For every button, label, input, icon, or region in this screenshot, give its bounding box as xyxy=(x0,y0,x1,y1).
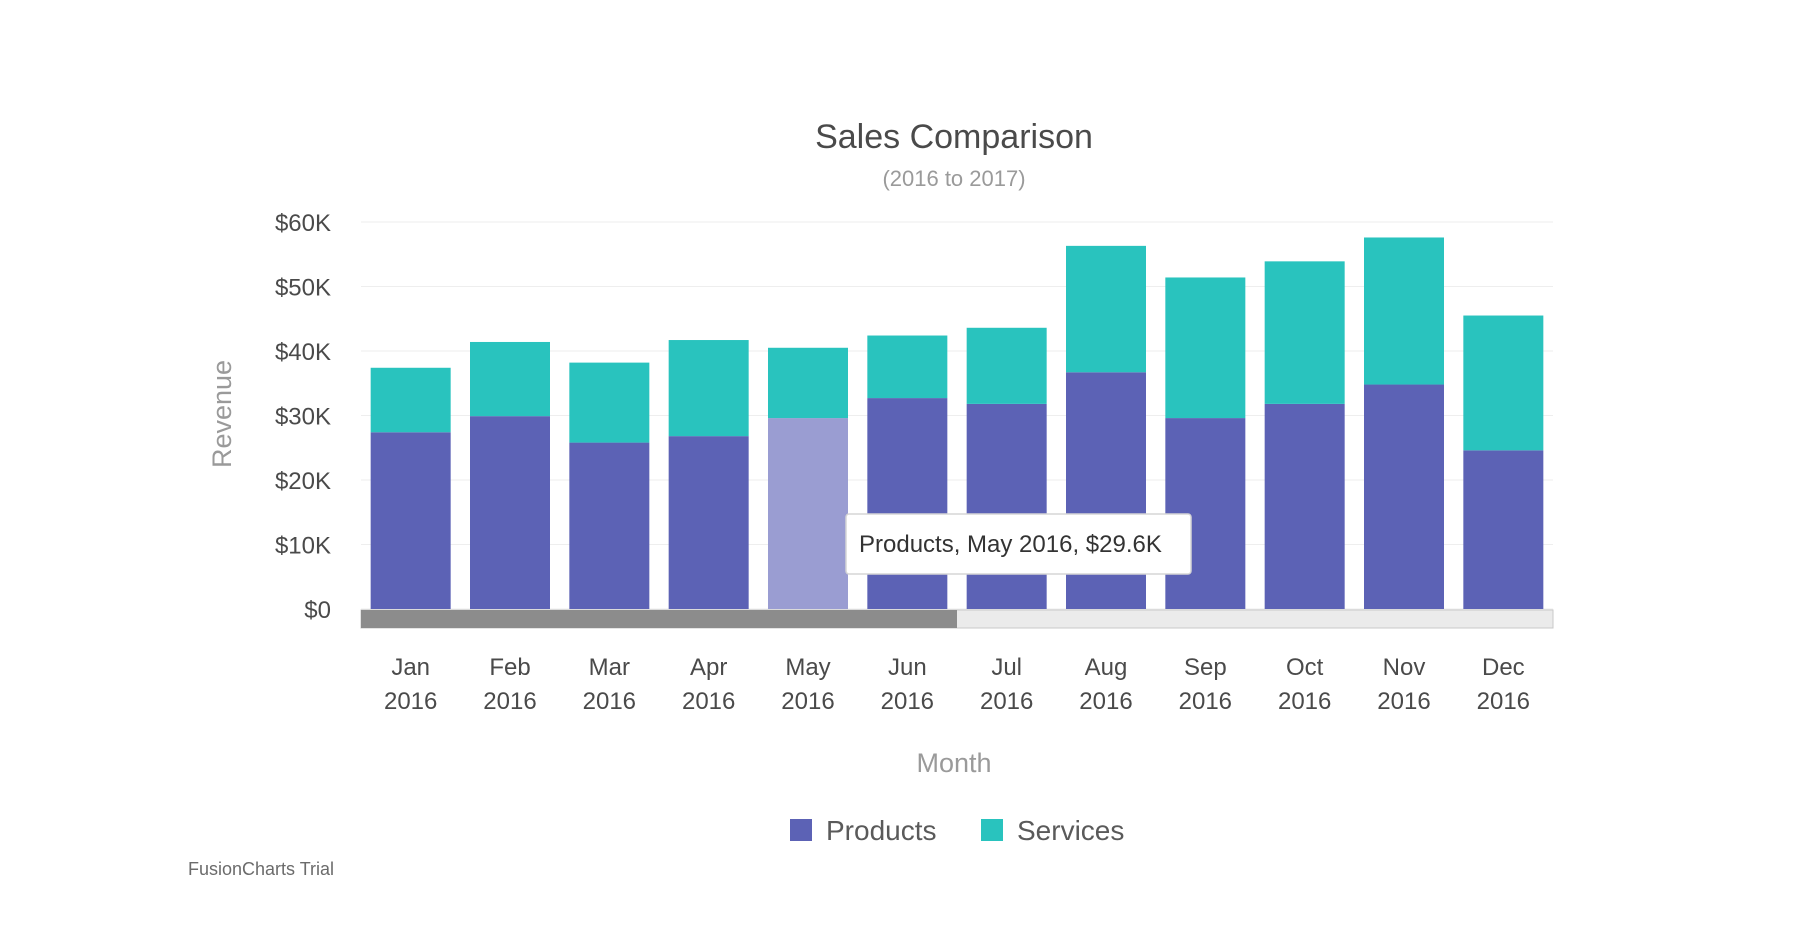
x-tick-label-month: Jan xyxy=(391,654,430,681)
x-tick-label-month: Oct xyxy=(1286,654,1324,681)
tooltip-text: Products, May 2016, $29.6K xyxy=(859,531,1162,558)
x-tick-label-year: 2016 xyxy=(781,688,834,715)
bar-services-sep[interactable] xyxy=(1165,277,1246,419)
y-tick-label: $30K xyxy=(275,404,331,431)
x-tick-label-month: Dec xyxy=(1482,654,1525,681)
bar-services-apr[interactable] xyxy=(668,340,749,437)
x-tick-label-year: 2016 xyxy=(881,688,934,715)
bar-products-apr[interactable] xyxy=(668,436,749,609)
bar-products-jan[interactable] xyxy=(370,432,451,609)
chart-title: Sales Comparison xyxy=(815,118,1093,156)
bar-services-jan[interactable] xyxy=(370,367,451,433)
bar-products-nov[interactable] xyxy=(1364,384,1444,609)
bar-services-jul[interactable] xyxy=(966,327,1047,404)
bar-products-jul[interactable] xyxy=(966,403,1047,609)
bar-services-jun[interactable] xyxy=(867,335,948,399)
legend-swatch-products xyxy=(790,819,812,841)
y-tick-label: $0 xyxy=(304,597,331,624)
legend-item-products[interactable]: Products xyxy=(790,815,937,846)
x-tick-label-year: 2016 xyxy=(1278,688,1331,715)
x-axis-ticks: Jan 2016 Feb 2016 Mar 2016 Apr 2016 May 2016 Jun 20… xyxy=(384,654,1530,715)
gridlines xyxy=(361,221,1553,610)
y-axis-title: Revenue xyxy=(207,360,237,468)
legend: Products Services xyxy=(790,815,1124,846)
bar-services-aug[interactable] xyxy=(1066,245,1146,373)
scrollbar-thumb[interactable] xyxy=(361,610,957,628)
x-tick-label-year: 2016 xyxy=(980,688,1033,715)
x-tick-label-month: Jun xyxy=(888,654,927,681)
legend-label-services: Services xyxy=(1017,815,1124,846)
bar-services-oct[interactable] xyxy=(1264,261,1345,404)
bar-services-feb[interactable] xyxy=(470,341,550,417)
tooltip: Products, May 2016, $29.6K xyxy=(845,513,1192,575)
y-tick-label: $40K xyxy=(275,339,331,366)
bar-services-nov[interactable] xyxy=(1364,237,1444,385)
x-tick-label-year: 2016 xyxy=(1477,688,1530,715)
tooltip-box xyxy=(845,513,1192,575)
y-tick-label: $50K xyxy=(275,275,331,302)
x-tick-label-month: Aug xyxy=(1085,654,1128,681)
x-tick-label-month: May xyxy=(785,654,830,681)
bar-products-feb[interactable] xyxy=(470,416,550,609)
bar-services-mar[interactable] xyxy=(569,362,650,443)
bar-products-may[interactable] xyxy=(768,418,848,609)
y-tick-label: $10K xyxy=(275,533,331,560)
x-tick-label-month: Nov xyxy=(1383,654,1426,681)
x-tick-label-year: 2016 xyxy=(583,688,636,715)
y-tick-label: $60K xyxy=(275,210,331,237)
bar-products-mar[interactable] xyxy=(569,442,650,609)
bar-services-dec[interactable] xyxy=(1463,315,1544,451)
x-tick-label-month: Mar xyxy=(589,654,630,681)
x-tick-label-year: 2016 xyxy=(1079,688,1132,715)
legend-label-products: Products xyxy=(826,815,937,846)
watermark: FusionCharts Trial xyxy=(188,859,334,879)
x-tick-label-year: 2016 xyxy=(1179,688,1232,715)
x-tick-label-month: Sep xyxy=(1184,654,1227,681)
bar-products-jun[interactable] xyxy=(867,398,948,609)
x-tick-label-month: Feb xyxy=(489,654,530,681)
x-tick-label-year: 2016 xyxy=(1377,688,1430,715)
scrollbar[interactable] xyxy=(360,609,1554,629)
y-tick-label: $20K xyxy=(275,468,331,495)
x-tick-label-year: 2016 xyxy=(483,688,536,715)
x-axis-title: Month xyxy=(916,748,991,778)
x-tick-label-month: Apr xyxy=(690,654,727,681)
chart-subtitle: (2016 to 2017) xyxy=(882,166,1025,191)
bar-products-oct[interactable] xyxy=(1264,403,1345,609)
x-tick-label-month: Jul xyxy=(991,654,1022,681)
bar-products-dec[interactable] xyxy=(1463,450,1544,609)
legend-swatch-services xyxy=(981,819,1003,841)
x-tick-label-year: 2016 xyxy=(384,688,437,715)
y-axis-ticks: $0 $10K $20K $30K $40K $50K $60K xyxy=(275,210,331,624)
x-tick-label-year: 2016 xyxy=(682,688,735,715)
bar-services-may[interactable] xyxy=(768,347,848,419)
legend-item-services[interactable]: Services xyxy=(981,815,1124,846)
